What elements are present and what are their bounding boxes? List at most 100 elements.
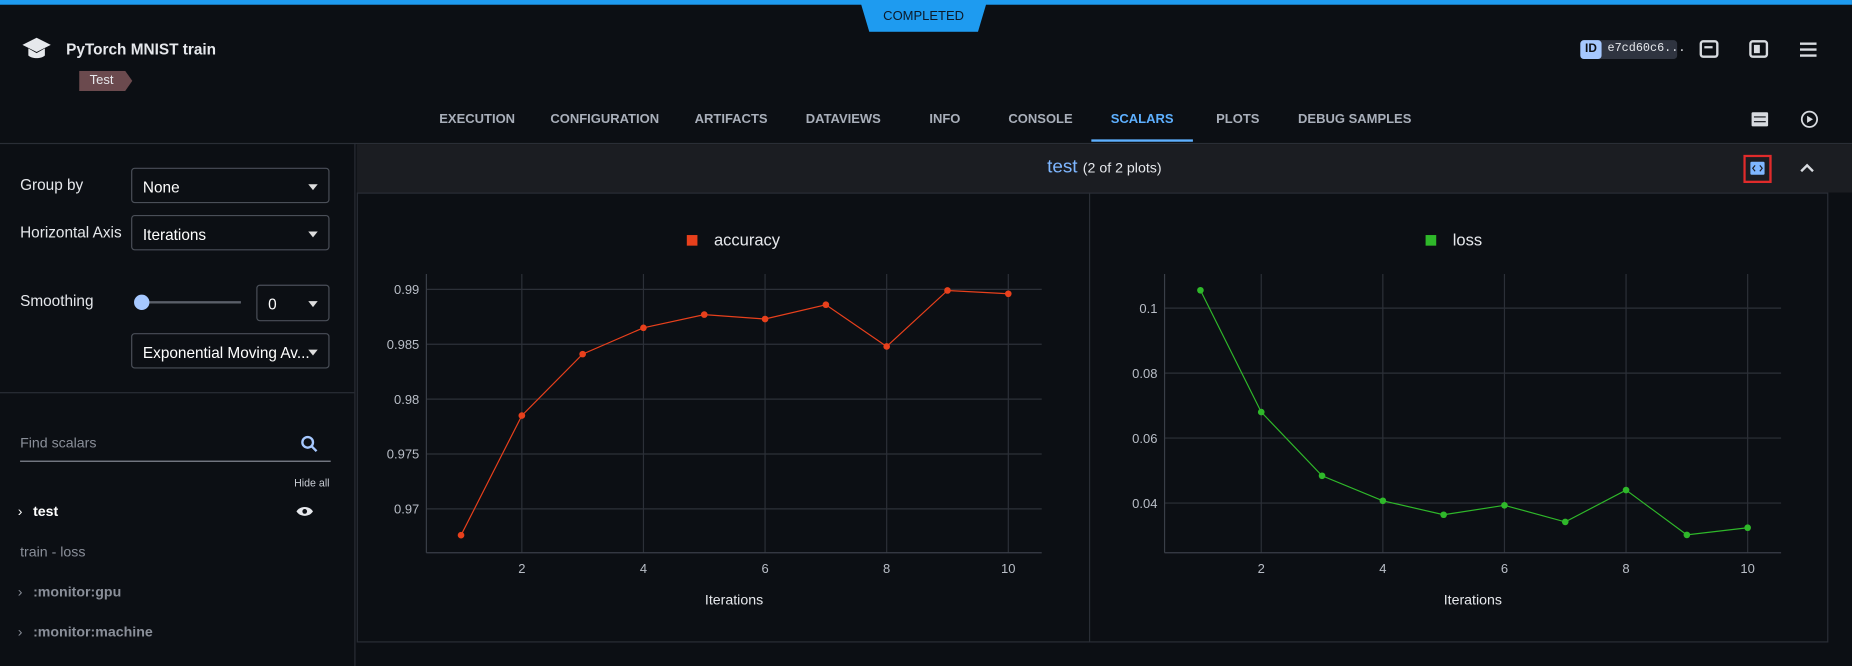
- legend-label[interactable]: accuracy: [714, 231, 781, 250]
- data-point: [822, 301, 830, 309]
- data-point: [1622, 486, 1630, 494]
- tag-shape: [79, 70, 133, 91]
- visibility-icon[interactable]: [295, 506, 314, 518]
- group-by-select[interactable]: None: [131, 167, 330, 204]
- y-tick-label: 0.985: [387, 337, 420, 352]
- tab[interactable]: DATAVIEWS: [805, 112, 881, 127]
- x-axis-label: Iterations: [705, 593, 763, 609]
- x-tick-label: 2: [1258, 561, 1265, 576]
- smoothing-slider[interactable]: [131, 293, 243, 312]
- data-point: [1501, 502, 1508, 509]
- y-tick-label: 0.04: [1132, 496, 1157, 511]
- y-tick-label: 0.06: [1132, 431, 1157, 446]
- data-point: [640, 324, 647, 332]
- tab[interactable]: ARTIFACTS: [694, 112, 768, 127]
- tab[interactable]: CONFIGURATION: [550, 112, 660, 127]
- legend-label[interactable]: loss: [1453, 231, 1482, 250]
- data-point: [1683, 531, 1691, 539]
- x-tick-label: 6: [761, 561, 768, 576]
- chart: 0.97 0.975 0.98 0.985 0.99 2 4 6 8 10 Iterations ac…: [387, 231, 1042, 609]
- scalar-group[interactable]: test: [33, 503, 59, 520]
- section-title: test (2 of 2 plots): [357, 157, 1852, 178]
- id-value: e7cd60c6...: [1607, 42, 1686, 56]
- section-header: [356, 144, 1852, 193]
- data-point: [518, 412, 526, 419]
- x-tick-label: 8: [883, 561, 890, 576]
- scalar-group[interactable]: train - loss: [20, 543, 86, 560]
- expand-arrow: ›: [17, 503, 23, 520]
- x-tick-label: 10: [1001, 561, 1015, 576]
- divider: [0, 142, 1852, 145]
- data-point: [1440, 511, 1447, 519]
- tab[interactable]: DEBUG SAMPLES: [1298, 112, 1412, 127]
- sidebar-border: [354, 142, 356, 666]
- tab-indicator: [1091, 139, 1193, 142]
- scalar-group[interactable]: :monitor:machine: [33, 623, 153, 641]
- y-tick-label: 0.98: [394, 392, 419, 407]
- y-tick-label: 0.99: [394, 282, 419, 297]
- smoothing-label: Smoothing: [20, 291, 94, 310]
- data-point: [579, 350, 586, 358]
- smoothing-input[interactable]: 0: [256, 284, 330, 322]
- hide-all[interactable]: Hide all: [294, 477, 330, 489]
- smoothing-method[interactable]: Exponential Moving Av...: [131, 333, 330, 369]
- tab[interactable]: EXECUTION: [439, 112, 516, 127]
- group-by-label: Group by: [20, 175, 84, 194]
- x-tick-label: 8: [1622, 561, 1629, 576]
- expand-arrow: ›: [17, 623, 23, 641]
- tab[interactable]: PLOTS: [1216, 112, 1260, 127]
- x-tick-label: 4: [640, 561, 647, 576]
- section-name: test: [1047, 157, 1078, 178]
- search-underline: [20, 460, 331, 462]
- legend-swatch: [1425, 235, 1437, 246]
- status-text: COMPLETED: [883, 9, 965, 24]
- search-input[interactable]: Find scalars: [20, 434, 97, 452]
- data-point: [944, 287, 951, 294]
- search-icon[interactable]: [300, 435, 319, 454]
- tag[interactable]: Test: [89, 73, 114, 88]
- data-point: [761, 315, 769, 323]
- data-point: [1561, 518, 1569, 526]
- expand-arrow: ›: [17, 583, 23, 600]
- chart: 0.04 0.06 0.08 0.1 2 4 6 8 10 Iterations loss: [1132, 231, 1782, 609]
- tab[interactable]: CONSOLE: [1008, 112, 1073, 127]
- tab[interactable]: INFO: [929, 112, 961, 127]
- y-tick-label: 0.08: [1132, 366, 1157, 381]
- app-icon: [22, 37, 51, 59]
- axis-select[interactable]: Iterations: [131, 214, 330, 251]
- data-point: [1318, 472, 1326, 480]
- divider: [0, 392, 355, 394]
- y-tick-label: 0.97: [394, 502, 419, 517]
- data-point: [1744, 524, 1751, 532]
- id-badge[interactable]: [1580, 40, 1678, 60]
- section-icons[interactable]: [1743, 154, 1826, 184]
- id-label: ID: [1580, 40, 1602, 60]
- toolbar-icons[interactable]: [1750, 110, 1821, 131]
- y-tick-label: 0.975: [387, 447, 420, 462]
- plot-divider: [1088, 192, 1091, 643]
- scalar-group[interactable]: :monitor:gpu: [33, 583, 122, 600]
- data-point: [1197, 286, 1204, 294]
- data-point: [457, 531, 465, 539]
- legend-swatch: [686, 235, 698, 246]
- task-title: PyTorch MNIST train: [66, 40, 217, 58]
- y-tick-label: 0.1: [1139, 301, 1157, 316]
- series-line: [460, 289, 1009, 536]
- x-axis-label: Iterations: [1444, 593, 1502, 609]
- data-point: [700, 311, 708, 318]
- plot-grid: [356, 192, 1829, 643]
- series-line: [1199, 289, 1748, 536]
- data-point: [1379, 497, 1387, 505]
- section-count: (2 of 2 plots): [1082, 159, 1162, 176]
- header-icons[interactable]: [1698, 39, 1828, 60]
- data-point: [883, 343, 890, 350]
- data-point: [1257, 408, 1265, 416]
- x-tick-label: 4: [1379, 561, 1386, 576]
- status-badge: [859, 0, 988, 32]
- x-tick-label: 10: [1740, 561, 1754, 576]
- axis-label: Horizontal Axis: [20, 223, 122, 241]
- tab[interactable]: SCALARS: [1110, 112, 1174, 127]
- data-point: [1004, 290, 1012, 298]
